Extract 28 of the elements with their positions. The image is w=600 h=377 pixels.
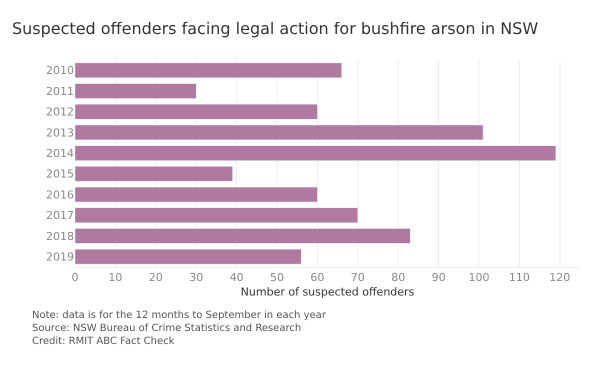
chart-title: Suspected offenders facing legal action for bushfire arson in NSW <box>12 18 538 38</box>
x-tick-label: 70 <box>350 271 365 284</box>
x-tick-label: 80 <box>391 271 406 284</box>
y-tick-label: 2018 <box>46 230 74 243</box>
y-tick-label: 2017 <box>46 209 74 222</box>
x-tick-label: 100 <box>468 271 490 284</box>
x-tick-label: 120 <box>549 271 570 284</box>
x-tick-label: 50 <box>270 271 284 284</box>
x-tick-label: 110 <box>508 271 530 284</box>
y-tick-label: 2016 <box>46 188 74 202</box>
x-tick-label: 30 <box>189 271 204 284</box>
x-tick-label: 60 <box>310 271 324 284</box>
y-tick-label: 2014 <box>46 147 74 160</box>
source-note: Source: NSW Bureau of Crime Statistics and Research <box>32 323 302 334</box>
x-tick-label: 10 <box>108 271 122 284</box>
y-tick-label: 2010 <box>46 64 74 78</box>
text: Note: data is for the 12 months to September in each year <box>32 310 327 321</box>
y-tick-label: 2013 <box>46 126 74 140</box>
x-tick-label: 20 <box>148 271 163 284</box>
x-tick-label: 0 <box>72 271 78 284</box>
y-tick-label: 2015 <box>46 168 74 181</box>
text: Credit: RMIT ABC Fact Check <box>32 336 175 347</box>
y-tick-label: 2019 <box>46 250 74 264</box>
x-tick-label: 40 <box>230 271 244 284</box>
x-axis-title: Number of suspected offenders <box>240 285 415 298</box>
x-tick-label: 90 <box>432 271 446 284</box>
y-tick-label: 2012 <box>46 106 74 119</box>
y-tick-label: 2011 <box>46 84 74 98</box>
